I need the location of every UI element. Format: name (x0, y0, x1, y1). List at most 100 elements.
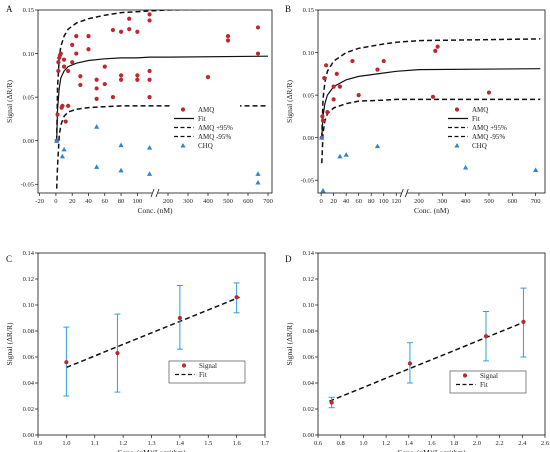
data-point (146, 171, 153, 176)
legend-label: Fit (199, 371, 207, 379)
panel-letter: A (6, 4, 13, 14)
y-tick-label: 0.06 (303, 354, 315, 361)
axis-break-gap (401, 189, 408, 197)
legend-marker (180, 107, 186, 112)
legend-marker (454, 143, 460, 148)
data-point (61, 146, 67, 152)
data-point (322, 75, 327, 81)
data-point (78, 82, 83, 88)
legend-marker (180, 143, 186, 148)
y-tick-label: 0.08 (23, 328, 34, 335)
series-line-fit (56, 55, 269, 141)
data-point (86, 47, 91, 52)
legend-label: Signal (480, 372, 498, 380)
data-point (533, 167, 539, 173)
x-tick-label: 100 (132, 198, 142, 205)
x-tick-label: 700 (531, 198, 541, 205)
y-tick-label: -0.05 (20, 181, 34, 188)
chart-panel-b: B -0.05 0.00 0.05 0.10 0.15 0 20 40 60 80 100 120 200… (285, 4, 546, 215)
data-point (118, 77, 124, 82)
y-tick-label: 0.15 (23, 7, 34, 14)
data-point (78, 74, 83, 79)
data-point (255, 51, 261, 56)
data-point (55, 112, 60, 117)
legend-label: AMQ (472, 106, 488, 114)
panel-letter: D (285, 254, 292, 264)
y-tick-label: 0.10 (23, 302, 34, 309)
data-point (337, 84, 343, 89)
y-tick-label: 0.15 (303, 7, 314, 14)
data-point (146, 145, 153, 150)
x-tick-label: 1.4 (176, 440, 185, 447)
legend-label: Fit (198, 115, 206, 123)
data-point (463, 164, 469, 170)
data-point (381, 58, 386, 64)
data-point (64, 360, 69, 365)
data-point (70, 42, 75, 47)
x-tick-label: 40 (343, 198, 350, 205)
x-tick-label: 60 (355, 198, 362, 205)
data-point (325, 110, 330, 115)
data-point (329, 400, 334, 405)
data-point (94, 86, 99, 91)
y-tick-label: 0.12 (23, 276, 34, 283)
legend-label: AMQ -95% (198, 133, 231, 141)
data-point (521, 319, 526, 324)
x-tick-label: 0.6 (314, 440, 323, 447)
data-point (255, 25, 261, 30)
x-tick-label: 2.6 (541, 440, 550, 447)
x-tick-label: 0.8 (337, 440, 345, 447)
x-tick-label: 20 (69, 198, 76, 205)
data-point (135, 73, 140, 78)
x-tick-label: -20 (35, 198, 44, 205)
data-point (59, 153, 66, 159)
data-point (118, 29, 124, 34)
y-tick-label: 0.00 (303, 135, 314, 142)
data-point (320, 114, 325, 119)
data-point (320, 118, 326, 123)
data-point (255, 179, 261, 185)
data-point (225, 34, 231, 39)
x-tick-label: 1.6 (233, 440, 242, 447)
data-point (356, 93, 361, 98)
x-tick-label: 1.4 (405, 440, 414, 447)
x-tick-label: 80 (368, 198, 375, 205)
series-line-fit (66, 296, 240, 369)
y-axis-label: Signal (ΔR/R) (5, 322, 14, 365)
data-point (225, 38, 231, 43)
x-tick-label: 1.0 (62, 440, 70, 447)
data-point (334, 71, 339, 76)
data-point (324, 63, 329, 68)
legend-box (449, 370, 527, 394)
data-point (118, 73, 124, 78)
series-line-fit (321, 68, 541, 138)
y-axis-label: Signal (ΔR/R) (285, 322, 294, 365)
x-tick-label: 300 (437, 198, 447, 205)
data-point (56, 60, 61, 65)
x-tick-label: 100 (379, 198, 389, 205)
plot-frame (37, 252, 266, 436)
chart-panel-a: A -0.05 0.00 0.05 0.10 0.15 -20 0 20 40 60 80 100 200… (5, 4, 273, 215)
legend-label: AMQ +95% (198, 124, 233, 132)
data-point (58, 51, 63, 56)
legend-label: AMQ (198, 106, 214, 114)
x-axis-label: Conc. (nM)(Logrithm) (397, 448, 466, 452)
axis-break-mark (404, 188, 409, 198)
x-tick-label: 200 (414, 198, 424, 205)
x-tick-label: 600 (507, 198, 517, 205)
legend-label: AMQ +95% (472, 124, 507, 132)
legend-marker (462, 373, 468, 378)
data-point (61, 57, 67, 62)
series-line-amq-95- (321, 38, 541, 138)
x-tick-label: 60 (102, 198, 109, 205)
series-line-amq-95- (321, 98, 541, 164)
x-tick-label: 120 (391, 198, 401, 205)
y-tick-label: 0.00 (23, 138, 34, 145)
chart-panel-c: C 0.00 0.02 0.04 0.06 0.08 0.10 0.12 0.14 0.9 1.0 1… (5, 250, 270, 452)
legend-label: CHQ (198, 142, 213, 150)
data-point (486, 90, 492, 95)
data-point (118, 167, 124, 173)
data-point (115, 351, 120, 356)
y-tick-label: 0.04 (23, 380, 35, 387)
